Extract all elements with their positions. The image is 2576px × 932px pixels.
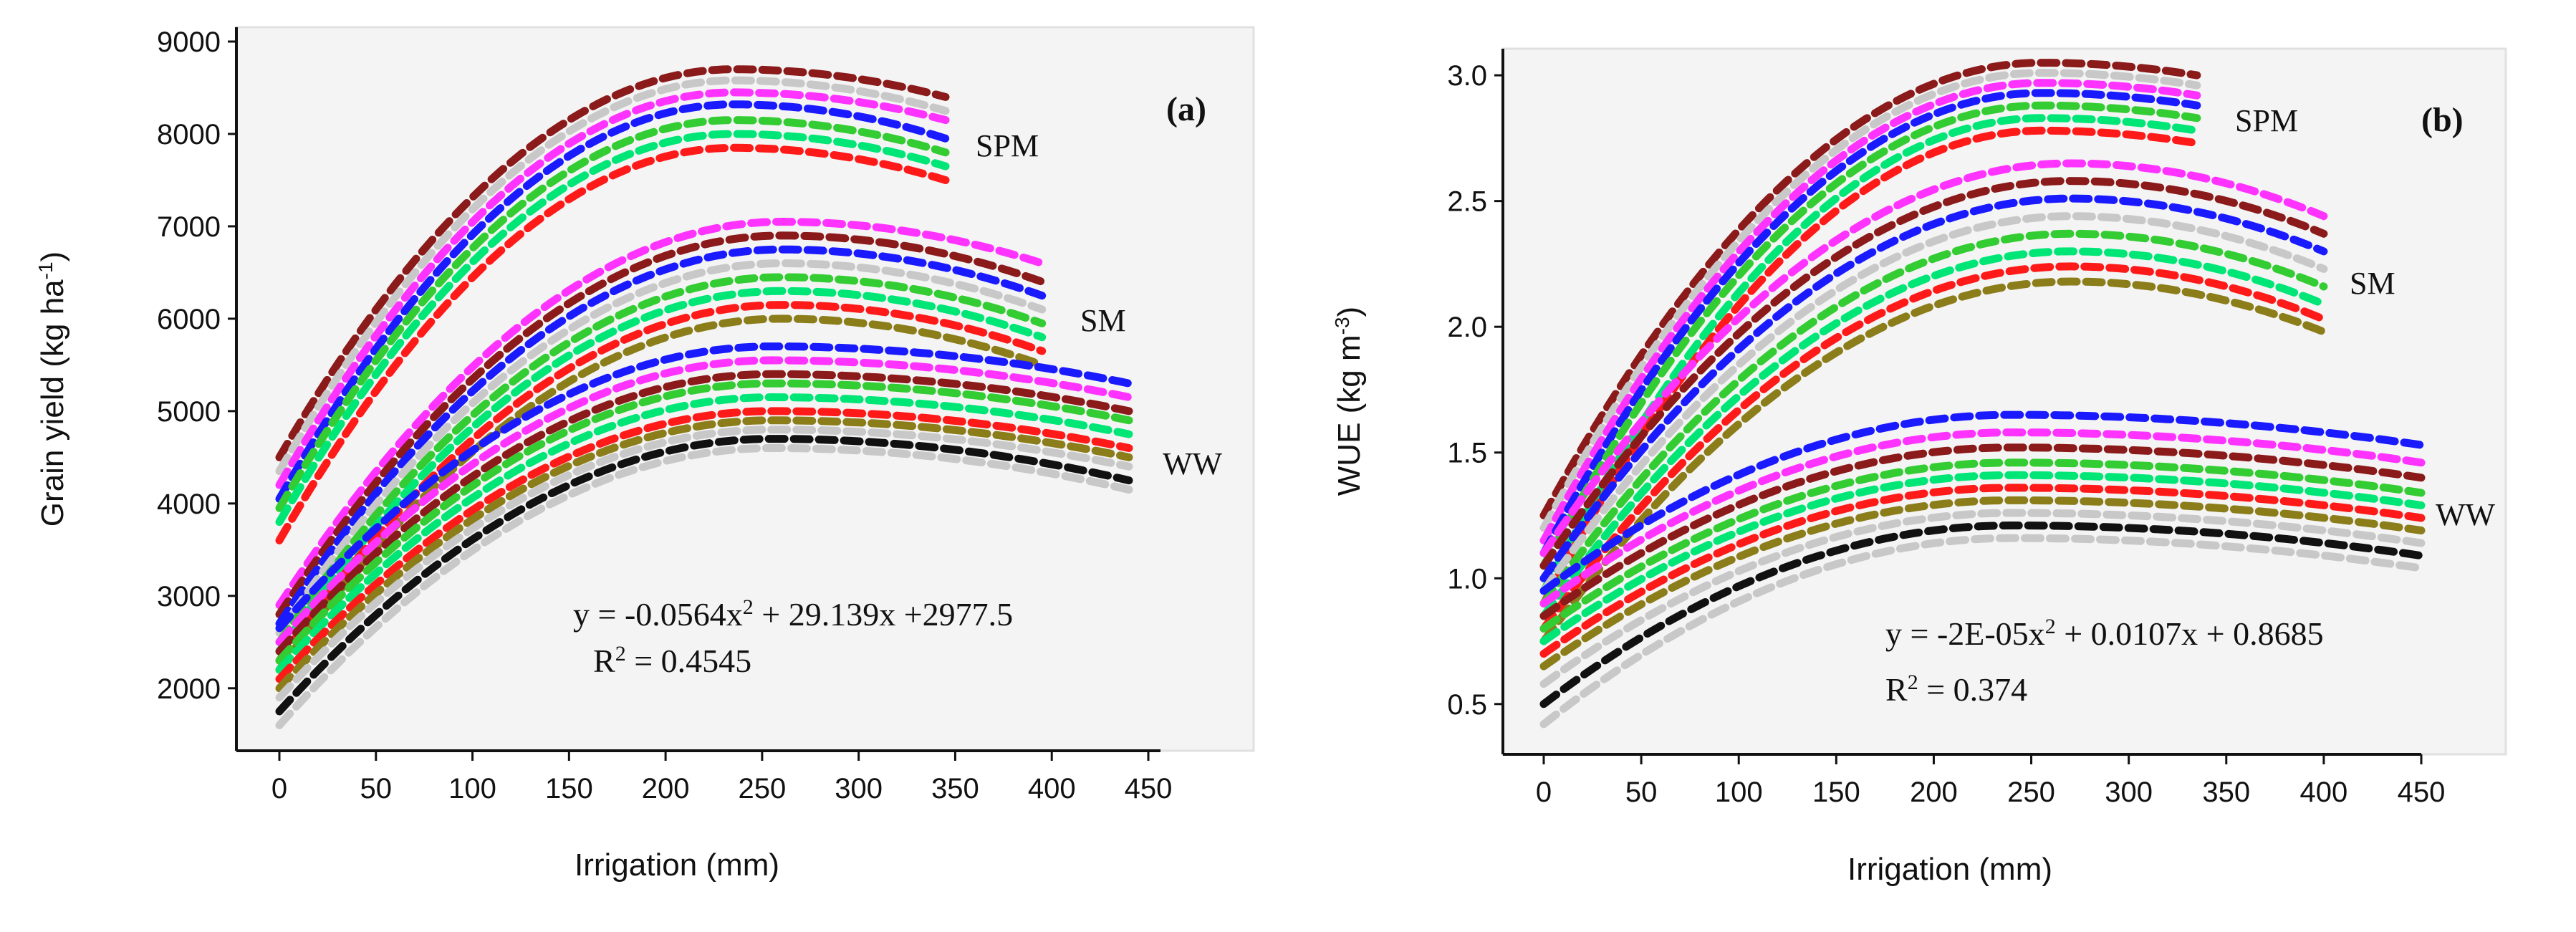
- panel-a-group-label-spm: SPM: [976, 128, 1039, 163]
- panel-a-y-tick-label: 3000: [157, 581, 221, 612]
- panel-b-sm-series-line: [1539, 177, 2328, 570]
- panel-a-x-tick-label: 200: [642, 773, 690, 804]
- panel-b-x-tick-label: 50: [1625, 777, 1658, 808]
- panel-a-y-tick-label: 9000: [157, 27, 221, 58]
- panel-b-x-tick-label: 200: [1910, 777, 1958, 808]
- panel-b-ww-series-line: [1539, 522, 2426, 708]
- panel-b-x-tick-label: 400: [2300, 777, 2348, 808]
- panel-a-sm-series-line: [275, 245, 1047, 628]
- panel-a-ww-series-line: [275, 444, 1133, 729]
- panel-a-ww-series-line: [275, 342, 1133, 633]
- panel-a-ww-series-line: [275, 370, 1133, 655]
- panel-b-ww-series-line: [1539, 534, 2426, 729]
- panel-b-equation: y = -2E-05x2 + 0.0107x + 0.8685: [1885, 615, 2324, 653]
- panel-b-spm-series-line: [1539, 59, 2201, 519]
- panel-a: 2000 3000 4000 5000 6000 7000 8000 9000 0 50 100 1…: [34, 26, 1255, 883]
- panel-a-group-label-sm: SM: [1080, 303, 1126, 338]
- panel-b-x-tick-label: 150: [1812, 777, 1860, 808]
- panel-a-x-tick-label: 0: [271, 773, 287, 804]
- panel-a-ww-series-line: [275, 416, 1133, 693]
- panel-b-y-tick-label: 1.5: [1447, 438, 1487, 469]
- panel-a-y-axis-label: Grain yield (kg ha-1): [34, 251, 71, 527]
- panel-a-sm-series-line: [275, 259, 1047, 637]
- panel-b-ww-series-line: [1539, 410, 2426, 595]
- panel-a-y-tick-label: 5000: [157, 396, 221, 428]
- panel-a-y-tick-label: 6000: [157, 304, 221, 335]
- panel-b-y-axis-label: WUE (kg m-3): [1331, 307, 1368, 496]
- panel-b-ww-series-line: [1539, 471, 2426, 645]
- panel-b-ww-series-line: [1539, 443, 2426, 620]
- panel-a-spm-series-line: [275, 65, 950, 461]
- panel-b-x-tick-label: 450: [2398, 777, 2446, 808]
- panel-a-sm-series-line: [275, 231, 1047, 619]
- panel-b-y-tick-label: 3.0: [1447, 60, 1487, 92]
- panel-a-r-squared: R2 = 0.4545: [593, 642, 751, 680]
- panel-b-group-label-spm: SPM: [2235, 103, 2298, 138]
- panel-a-spm-series-line: [275, 116, 950, 512]
- panel-b-x-tick-label: 100: [1715, 777, 1763, 808]
- panel-b-sm-series-line: [1539, 212, 2328, 595]
- panel-a-x-tick-label: 250: [739, 773, 787, 804]
- panel-b-r-squared: R2 = 0.374: [1885, 671, 2027, 708]
- panel-a-spm-series-line: [275, 88, 950, 489]
- panel-b-sm-series-line: [1539, 262, 2328, 633]
- panel-b-spm-series-line: [1539, 79, 2201, 545]
- panel-b-spm-series-line: [1539, 101, 2201, 570]
- panel-a-x-tick-label: 150: [545, 773, 593, 804]
- panel-b-x-tick-label: 250: [2007, 777, 2055, 808]
- panel-b-group-label-ww: WW: [2436, 497, 2496, 532]
- panel-a-sm-series-line: [275, 217, 1047, 610]
- panel-a-ww-series-line: [275, 379, 1133, 665]
- panel-b-letter: (b): [2421, 101, 2464, 139]
- panel-b-y-tick-label: 0.5: [1447, 689, 1487, 721]
- panel-a-x-axis-label: Irrigation (mm): [575, 847, 779, 883]
- panel-a-ww-series-line: [275, 393, 1133, 674]
- panel-b-x-axis-label: Irrigation (mm): [1847, 852, 2052, 887]
- panel-a-group-label-ww: WW: [1163, 446, 1223, 481]
- panel-b-sm-series-line: [1539, 159, 2328, 557]
- panel-a-x-tick-label: 100: [448, 773, 496, 804]
- panel-b: 0.5 1.0 1.5 2.0 2.5 3.0 0 50 100 150 200 250 300 350…: [1331, 47, 2507, 887]
- panel-a-ww-series-line: [275, 435, 1133, 716]
- panel-b-sm-series-line: [1539, 277, 2328, 645]
- panel-b-x-tick-label: 350: [2202, 777, 2250, 808]
- panel-a-y-tick-label: 8000: [157, 119, 221, 150]
- panel-b-ww-series-line: [1539, 484, 2426, 658]
- panel-a-spm-series-line: [275, 100, 950, 503]
- panel-a-x-tick-label: 350: [931, 773, 979, 804]
- panel-b-y-tick-label: 1.0: [1447, 563, 1487, 595]
- panel-a-sm-series-line: [275, 273, 1047, 646]
- panel-b-ww-series-line: [1539, 428, 2426, 607]
- panel-b-x-tick-label: 0: [1536, 777, 1552, 808]
- panel-b-x-tick-label: 300: [2105, 777, 2153, 808]
- panel-a-ww-series-line: [275, 426, 1133, 702]
- panel-b-sm-series-line: [1539, 229, 2328, 607]
- panel-a-spm-series-line: [275, 143, 950, 544]
- panel-b-ww-series-line: [1539, 509, 2426, 688]
- panel-a-ww-series-line: [275, 356, 1133, 646]
- panel-a-sm-series-line: [275, 287, 1047, 655]
- panel-a-ww-series-line: [275, 407, 1133, 683]
- panel-b-ww-series-line: [1539, 496, 2426, 671]
- panel-b-ww-series-line: [1539, 458, 2426, 633]
- panel-a-letter: (a): [1166, 90, 1206, 128]
- panel-a-y-tick-label: 4000: [157, 489, 221, 520]
- panel-a-y-tick-label: 2000: [157, 673, 221, 705]
- panel-a-y-tick-label: 7000: [157, 211, 221, 243]
- panel-b-group-label-sm: SM: [2350, 266, 2395, 301]
- panel-a-x-tick-label: 300: [835, 773, 883, 804]
- panel-a-x-tick-label: 400: [1028, 773, 1076, 804]
- panel-b-spm-series-line: [1539, 69, 2201, 532]
- panel-a-spm-series-line: [275, 76, 950, 476]
- panel-b-y-tick-label: 2.5: [1447, 186, 1487, 218]
- panel-a-equation: y = -0.0564x2 + 29.139x +2977.5: [573, 595, 1013, 633]
- panel-b-y-tick-label: 2.0: [1447, 312, 1487, 343]
- panel-b-spm-series-line: [1539, 89, 2201, 557]
- panel-a-spm-series-line: [275, 130, 950, 527]
- panel-b-sm-series-line: [1539, 194, 2328, 582]
- panel-b-sm-series-line: [1539, 247, 2328, 620]
- panel-a-x-tick-label: 450: [1125, 773, 1173, 804]
- panel-a-x-tick-label: 50: [360, 773, 393, 804]
